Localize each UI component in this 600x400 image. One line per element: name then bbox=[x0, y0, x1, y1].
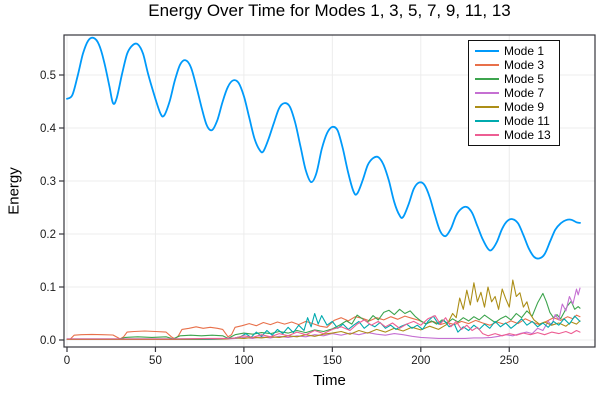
legend-entry: Mode 11 bbox=[475, 114, 551, 128]
legend-line-swatch bbox=[475, 134, 499, 136]
y-tick-label: 0.1 bbox=[40, 282, 56, 294]
legend-line-swatch bbox=[475, 64, 499, 66]
series-line-mode-3 bbox=[66, 314, 581, 341]
series-line-mode-11 bbox=[66, 312, 581, 340]
legend-line-swatch bbox=[475, 92, 499, 94]
plot-frame bbox=[63, 34, 596, 348]
x-tick-label: 250 bbox=[500, 355, 519, 367]
series-line-mode-9 bbox=[66, 279, 581, 341]
legend-line-swatch bbox=[475, 50, 499, 52]
y-tick-label: 0.3 bbox=[40, 176, 56, 188]
x-tick-label: 150 bbox=[323, 355, 342, 367]
x-tick-label: 50 bbox=[149, 355, 162, 367]
legend-label: Mode 7 bbox=[504, 86, 545, 100]
legend-entry: Mode 5 bbox=[475, 72, 551, 86]
series-line-mode-5 bbox=[66, 292, 581, 341]
legend-entry: Mode 1 bbox=[475, 44, 551, 58]
legend-entry: Mode 13 bbox=[475, 128, 551, 142]
chart-title: Energy Over Time for Modes 1, 3, 5, 7, 9… bbox=[148, 1, 511, 20]
y-tick-label: 0.2 bbox=[40, 229, 56, 241]
legend-entry: Mode 3 bbox=[475, 58, 551, 72]
legend-label: Mode 11 bbox=[504, 114, 550, 128]
x-tick-label: 200 bbox=[411, 355, 430, 367]
x-tick-label: 100 bbox=[234, 355, 253, 367]
legend-line-swatch bbox=[475, 106, 499, 108]
y-tick-label: 0.5 bbox=[40, 70, 56, 82]
y-tick-label: 0.4 bbox=[40, 123, 57, 135]
x-axis-label: Time bbox=[313, 372, 346, 389]
legend-entry: Mode 7 bbox=[475, 86, 551, 100]
x-tick-label: 0 bbox=[64, 355, 70, 367]
series-line-mode-13 bbox=[66, 315, 581, 340]
legend-entry: Mode 9 bbox=[475, 100, 551, 114]
legend-label: Mode 3 bbox=[504, 58, 545, 72]
legend-label: Mode 9 bbox=[504, 100, 545, 114]
legend: Mode 1 Mode 3 Mode 5 Mode 7 Mode 9 Mode 11 Mod… bbox=[468, 40, 560, 146]
series-line-mode-1 bbox=[66, 36, 581, 260]
y-tick-label: 0.0 bbox=[40, 335, 56, 347]
legend-line-swatch bbox=[475, 78, 499, 80]
legend-label: Mode 1 bbox=[504, 44, 545, 58]
legend-line-swatch bbox=[475, 120, 499, 122]
legend-label: Mode 13 bbox=[504, 128, 551, 142]
legend-label: Mode 5 bbox=[504, 72, 545, 86]
